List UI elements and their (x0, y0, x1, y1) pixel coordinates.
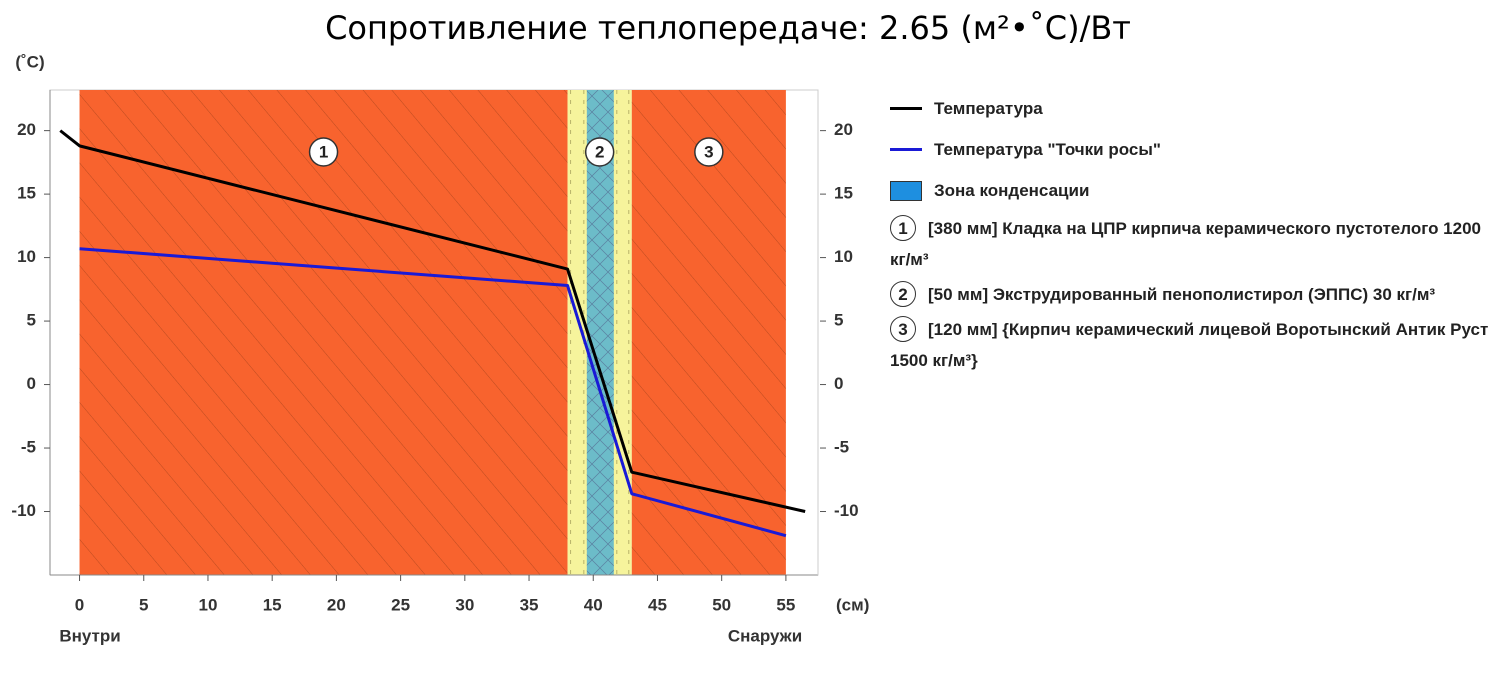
layer-number: 1 (890, 215, 916, 241)
x-tick-label: 20 (327, 595, 346, 614)
layer-badge (694, 137, 724, 167)
layer-hatch (631, 90, 786, 575)
y-tick-label: -5 (21, 438, 36, 457)
x-tick-label: 10 (199, 595, 218, 614)
layer-description: 2 [50 мм] Экструдированный пенополистирол… (890, 279, 1495, 310)
legend-label: Температура "Точки росы" (934, 139, 1161, 159)
y-tick-label: 15 (17, 184, 36, 203)
layer-text: [120 мм] {Кирпич керамический лицевой Во… (890, 320, 1489, 370)
inside-label: Внутри (59, 626, 120, 645)
x-tick-label: 30 (455, 595, 474, 614)
legend-swatch (890, 180, 922, 201)
legend: Температура Температура "Точки росы" Зона … (890, 88, 1495, 380)
y2-tick-label: 20 (834, 120, 853, 139)
series-line (59, 129, 806, 513)
layer-description: 3 [120 мм] {Кирпич керамический лицевой В… (890, 314, 1495, 376)
x-tick-label: 55 (776, 595, 795, 614)
y2-tick-label: 5 (834, 311, 843, 330)
y-tick-label: -10 (11, 501, 36, 520)
legend-label: Температура (934, 98, 1043, 118)
y-tick-label: 10 (17, 247, 36, 266)
legend-swatch (890, 107, 922, 110)
x-axis-label: (см) (836, 595, 869, 614)
layer-text: [50 мм] Экструдированный пенополистирол … (928, 285, 1436, 304)
legend-item: Температура "Точки росы" (890, 129, 1495, 170)
layer-number: 2 (890, 281, 916, 307)
y2-tick-label: -10 (834, 501, 859, 520)
y2-tick-label: -5 (834, 438, 849, 457)
layer-number: 1 (319, 142, 328, 161)
outside-label: Снаружи (728, 626, 802, 645)
layer-number: 3 (704, 142, 713, 161)
layer-number: 2 (595, 142, 604, 161)
x-tick-label: 40 (584, 595, 603, 614)
layer-badge (308, 137, 339, 167)
x-tick-label: 5 (139, 595, 148, 614)
y-axis-label: (˚С) (15, 52, 44, 71)
legend-item: Зона конденсации (890, 170, 1495, 211)
x-tick-label: 0 (75, 595, 84, 614)
legend-swatch (890, 148, 922, 151)
x-tick-label: 35 (520, 595, 539, 614)
legend-label: Зона конденсации (934, 180, 1090, 200)
layer-core-hatch (586, 90, 614, 575)
layer-hatch (79, 90, 568, 575)
y2-tick-label: 10 (834, 247, 853, 266)
x-tick-label: 45 (648, 595, 667, 614)
layer-number: 3 (890, 316, 916, 342)
y2-tick-label: 15 (834, 184, 853, 203)
layer-text: [380 мм] Кладка на ЦПР кирпича керамичес… (890, 219, 1481, 269)
y2-tick-label: 0 (834, 374, 843, 393)
x-tick-label: 15 (263, 595, 282, 614)
chart-title: Сопротивление теплопередаче: 2.65 (м²•˚С… (325, 9, 1131, 47)
series-line (79, 247, 787, 538)
y-tick-label: 5 (27, 311, 36, 330)
y-tick-label: 0 (27, 374, 36, 393)
legend-item: Температура (890, 88, 1495, 129)
x-tick-label: 25 (391, 595, 410, 614)
x-tick-label: 50 (712, 595, 731, 614)
y-tick-label: 20 (17, 120, 36, 139)
layer-description: 1 [380 мм] Кладка на ЦПР кирпича керамиче… (890, 213, 1495, 275)
layer-badge (584, 137, 615, 167)
